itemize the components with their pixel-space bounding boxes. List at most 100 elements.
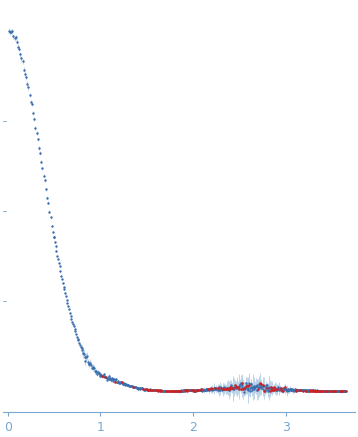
Point [191,387,197,394]
Point [204,386,210,393]
Point [183,387,189,394]
Point [281,385,286,392]
Point [179,387,185,394]
Point [270,385,275,392]
Point [178,387,184,394]
Point [148,387,154,394]
Point [251,385,256,392]
Point [331,387,337,394]
Point [295,387,301,394]
Point [102,373,108,380]
Point [7,29,13,36]
Point [339,387,344,394]
Point [208,386,213,393]
Point [102,373,108,380]
Point [196,387,202,394]
Point [175,387,180,394]
Point [246,380,252,387]
Point [177,387,183,394]
Point [241,385,246,392]
Point [308,387,314,394]
Point [79,345,84,352]
Point [37,150,43,157]
Point [338,387,344,394]
Point [109,375,115,382]
Point [210,386,216,393]
Point [19,55,24,62]
Point [273,385,279,392]
Point [340,387,346,394]
Point [47,208,52,215]
Point [99,372,105,379]
Point [291,387,297,394]
Point [324,387,329,394]
Point [177,387,183,394]
Point [335,387,341,394]
Point [163,387,169,394]
Point [235,384,241,391]
Point [268,387,274,394]
Point [15,43,21,50]
Point [90,363,96,370]
Point [81,350,87,357]
Point [319,387,324,394]
Point [284,387,290,394]
Point [170,387,175,394]
Point [20,58,25,65]
Point [302,387,308,394]
Point [313,387,319,394]
Point [329,387,335,394]
Point [50,229,56,236]
Point [200,386,206,393]
Point [144,386,150,393]
Point [285,387,291,394]
Point [87,359,93,366]
Point [79,347,85,354]
Point [267,388,273,395]
Point [311,387,316,394]
Point [334,387,339,394]
Point [329,387,335,394]
Point [257,382,262,388]
Point [139,385,145,392]
Point [252,386,257,393]
Point [214,385,219,392]
Point [54,252,60,259]
Point [179,387,184,394]
Point [321,387,327,394]
Point [203,386,209,393]
Point [271,384,277,391]
Point [95,371,100,378]
Point [200,386,206,393]
Point [290,386,296,393]
Point [277,386,283,393]
Point [56,260,62,267]
Point [298,387,304,394]
Point [57,263,62,270]
Point [121,380,126,387]
Point [256,381,262,388]
Point [141,386,147,393]
Point [105,374,110,381]
Point [73,330,79,337]
Point [173,387,179,394]
Point [289,386,294,393]
Point [197,387,202,394]
Point [83,354,89,361]
Point [296,387,301,394]
Point [278,385,284,392]
Point [214,385,220,392]
Point [213,386,219,393]
Point [198,386,204,393]
Point [340,387,346,394]
Point [150,387,156,394]
Point [333,387,339,394]
Point [165,387,171,394]
Point [119,380,125,387]
Point [231,385,236,392]
Point [216,386,222,393]
Point [242,385,248,392]
Point [153,387,158,394]
Point [94,368,100,375]
Point [293,387,299,394]
